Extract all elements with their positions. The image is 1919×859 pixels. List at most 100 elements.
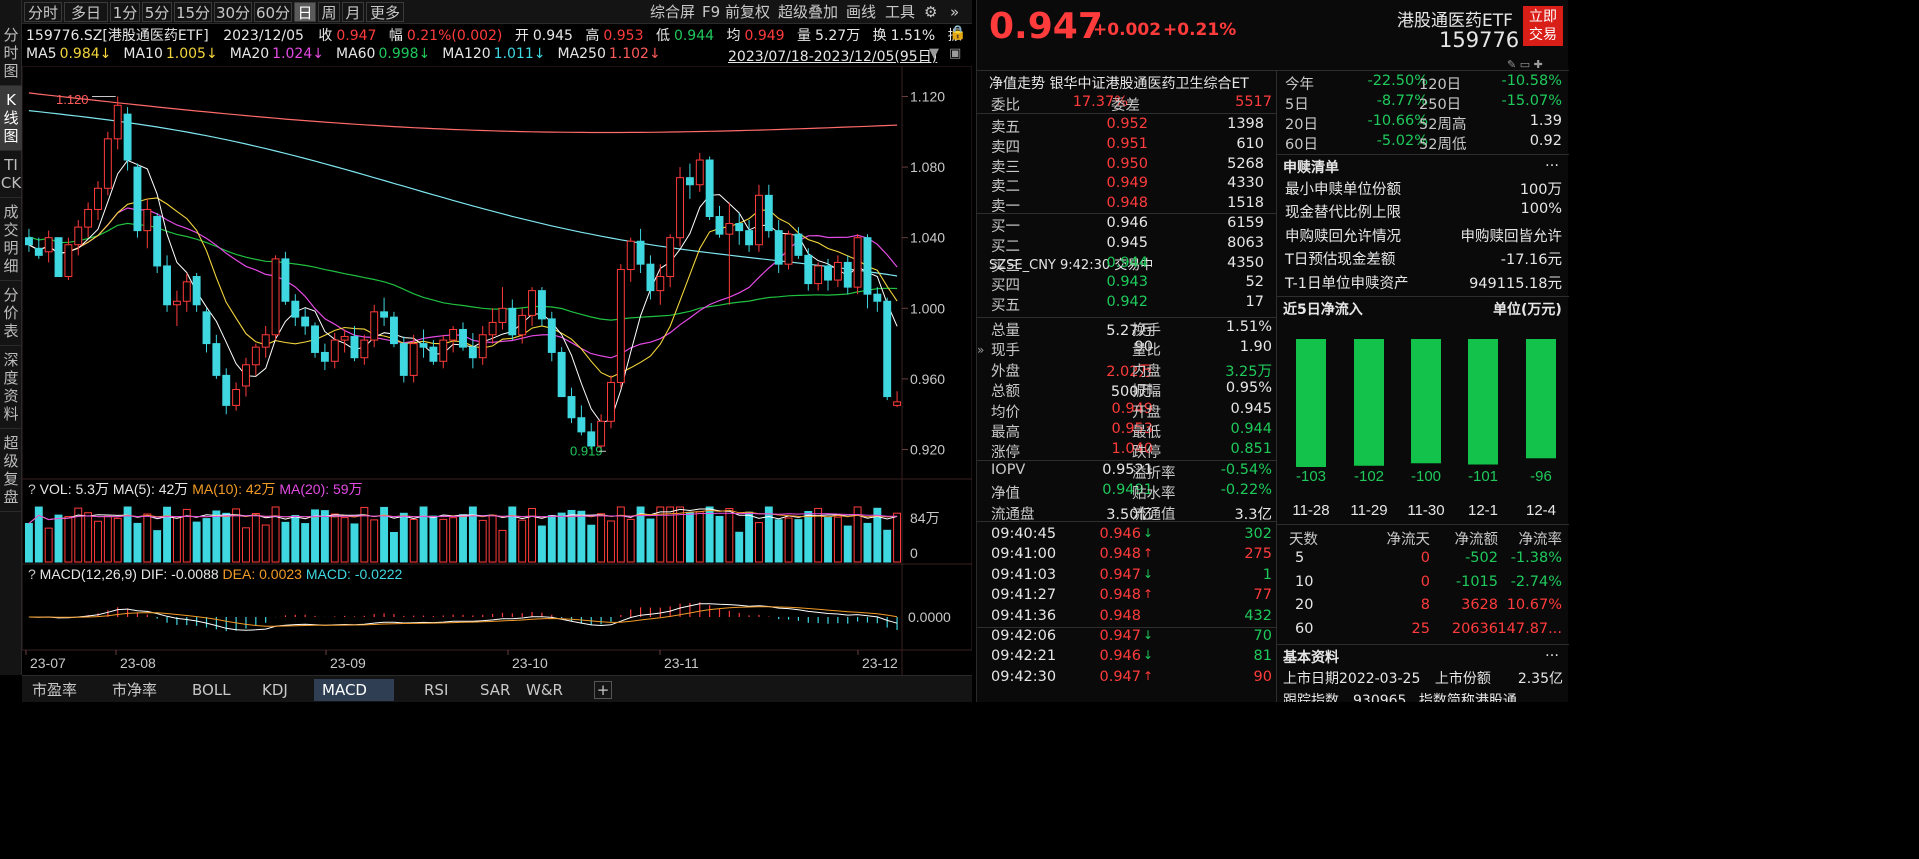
toolbar-right-5[interactable]: 工具 xyxy=(885,3,916,21)
indicator-tab-6[interactable]: SAR xyxy=(480,681,511,699)
candle-body xyxy=(301,316,310,327)
volume-bar xyxy=(893,512,902,563)
collapse-arrow-icon[interactable]: » xyxy=(977,343,985,357)
period-4[interactable]: 15分 xyxy=(174,2,212,22)
tick-volume: 432 xyxy=(1244,607,1272,624)
date-range[interactable]: 2023/07/18-2023/12/05(95日) xyxy=(728,49,938,65)
indicator-tab-7[interactable]: W&R xyxy=(526,681,563,699)
candle-body xyxy=(883,300,892,398)
candle-body xyxy=(113,104,122,140)
stat-value: 3.50亿 xyxy=(1106,506,1153,523)
indicator-tab-0[interactable]: 市盈率 xyxy=(32,681,78,699)
candle-body xyxy=(547,318,556,353)
panel-tool-icons[interactable]: ✎ ▭ ✚ xyxy=(1507,58,1543,71)
left-tab-6[interactable]: 超级复盘 xyxy=(0,429,22,512)
sell-level-label: 卖三 xyxy=(991,159,1020,176)
left-tab-3[interactable]: 成交明细 xyxy=(0,198,22,281)
flow-rate: 147.87... xyxy=(1497,620,1562,637)
period-3[interactable]: 5分 xyxy=(142,2,172,22)
expand-icon[interactable]: » xyxy=(950,3,960,21)
indicator-tab-4[interactable]: MACD xyxy=(314,679,394,701)
left-tab-5[interactable]: 深度资料 xyxy=(0,346,22,429)
toolbar-right-3[interactable]: 超级叠加 xyxy=(778,3,839,21)
stat-label: 外盘 xyxy=(991,363,1020,380)
candle-body xyxy=(232,389,241,406)
weibi-value: 17.37% xyxy=(1072,94,1128,110)
stat-label: 最低 xyxy=(1132,425,1161,441)
vol-top-label: 84万 xyxy=(910,510,940,526)
panel-toggle-icon[interactable]: ▣ xyxy=(949,46,962,61)
toolbar-right-4[interactable]: 画线 xyxy=(846,3,877,21)
toolbar-right-2[interactable]: 前复权 xyxy=(725,3,771,21)
candle-body xyxy=(212,343,221,376)
candle-body xyxy=(370,311,379,341)
volume-bar xyxy=(597,513,606,563)
left-tab-1[interactable]: K线图 xyxy=(0,86,22,151)
sell-level-label: 卖四 xyxy=(991,139,1020,156)
period-2[interactable]: 1分 xyxy=(110,2,140,22)
indicator-tab-1[interactable]: 市净率 xyxy=(112,681,158,699)
buy-volume: 8063 xyxy=(1227,234,1264,251)
candle-body xyxy=(745,230,754,246)
volume-bar xyxy=(626,518,635,563)
perf-value: -10.58% xyxy=(1501,73,1562,89)
volume-bar xyxy=(409,518,418,563)
range-dropdown-icon[interactable]: ▼ xyxy=(929,46,939,61)
settings-icon[interactable]: ⚙ xyxy=(924,3,938,21)
buy-price: 0.944 xyxy=(1106,254,1148,271)
candle-body xyxy=(824,265,832,281)
candle-body xyxy=(626,240,635,270)
candle-body xyxy=(182,281,191,302)
left-tab-0[interactable]: 分时图 xyxy=(0,0,22,86)
indicator-tab-5[interactable]: RSI xyxy=(424,681,449,699)
flow-head: 天数 xyxy=(1289,532,1318,548)
separator xyxy=(977,626,1276,628)
flow-rate: -2.74% xyxy=(1510,573,1562,590)
period-6[interactable]: 60分 xyxy=(254,2,292,22)
volume-bar xyxy=(725,508,734,563)
bar-date: 2023/12/05 xyxy=(223,28,304,44)
period-5[interactable]: 30分 xyxy=(214,2,252,22)
inflow-date-label: 11-29 xyxy=(1350,502,1387,519)
volume-bar xyxy=(202,518,211,563)
stat-value: 1.90 xyxy=(1239,339,1272,356)
volume-bar xyxy=(577,510,586,563)
toolbar-right-1[interactable]: F9 xyxy=(702,3,721,21)
kline-chart[interactable]: 1.120 1.080 1.040 1.000 0.960 0.920 1.120 0.919… xyxy=(22,66,972,676)
trade-now-button[interactable]: 立即 交易 xyxy=(1523,6,1563,46)
flow-amount: 3628 xyxy=(1461,597,1498,614)
period-1[interactable]: 多日 xyxy=(64,2,108,22)
indicator-tab-3[interactable]: KDJ xyxy=(262,681,288,699)
lock-icon[interactable]: 🔒 xyxy=(949,25,967,41)
left-tab-4[interactable]: 分价表 xyxy=(0,281,22,346)
candle-body xyxy=(271,258,280,336)
period-0[interactable]: 分时 xyxy=(24,2,62,22)
indicator-tab-2[interactable]: BOLL xyxy=(192,681,231,699)
period-9[interactable]: 月 xyxy=(342,2,364,22)
volume-bar xyxy=(666,506,675,563)
stat-value: 500万 xyxy=(1110,384,1153,401)
buy-price: 0.946 xyxy=(1106,215,1148,231)
period-7[interactable]: 日 xyxy=(294,2,316,22)
nav-trend-title[interactable]: 净值走势 银华中证港股通医药卫生综合ET xyxy=(989,76,1249,92)
period-10[interactable]: 更多 xyxy=(366,2,404,22)
volume-bar xyxy=(449,517,458,563)
volume-bar xyxy=(34,506,43,563)
candle-body xyxy=(74,226,83,246)
volume-bar xyxy=(528,508,537,563)
buy-level-label: 买一 xyxy=(991,219,1020,235)
basic-info-more-icon[interactable]: … xyxy=(1545,644,1559,660)
volume-bar xyxy=(567,509,576,563)
inflow-bar-label: -101 xyxy=(1468,468,1498,485)
add-indicator-icon[interactable]: + xyxy=(594,681,612,699)
left-tab-2[interactable]: TICK xyxy=(0,151,22,198)
toolbar-right-0[interactable]: 综合屏 xyxy=(650,3,696,21)
buy-price: 0.945 xyxy=(1106,234,1148,251)
stat-value: 0.944 xyxy=(1230,421,1272,437)
candle-body xyxy=(419,343,428,348)
sgsh-more-icon[interactable]: … xyxy=(1545,154,1559,170)
inflow-bar xyxy=(1354,339,1384,466)
volume-bar xyxy=(755,522,763,563)
inflow-date-label: 11-30 xyxy=(1407,502,1444,519)
period-8[interactable]: 周 xyxy=(318,2,340,22)
